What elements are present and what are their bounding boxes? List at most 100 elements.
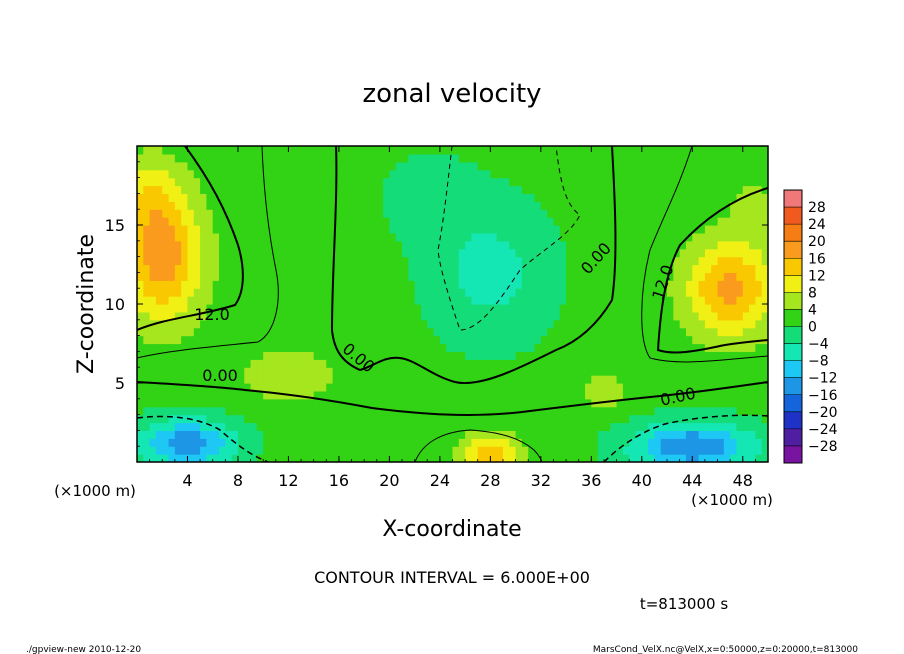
heatmap-cell: [585, 240, 592, 250]
heatmap-cell: [528, 296, 536, 305]
heatmap-cell: [692, 161, 700, 171]
heatmap-cell: [219, 153, 226, 163]
heatmap-cell: [515, 335, 523, 345]
heatmap-cell: [174, 454, 182, 462]
heatmap-cell: [667, 319, 674, 329]
heatmap-cell: [648, 256, 656, 266]
x-tick-label: 4: [182, 471, 192, 490]
heatmap-cell: [578, 367, 586, 376]
heatmap-cell: [269, 351, 277, 360]
heatmap-cell: [263, 343, 271, 352]
heatmap-cell: [263, 430, 271, 439]
heatmap-cell: [547, 383, 555, 392]
heatmap-cell: [660, 311, 668, 321]
heatmap-cell: [515, 438, 523, 447]
heatmap-cell: [149, 264, 157, 273]
heatmap-cell: [269, 264, 277, 273]
heatmap-cell: [667, 351, 674, 360]
heatmap-cell: [490, 193, 498, 202]
heatmap-cell: [231, 414, 239, 424]
heatmap-cell: [301, 225, 308, 234]
heatmap-cell: [673, 185, 681, 194]
heatmap-cell: [755, 177, 763, 187]
heatmap-cell: [420, 177, 428, 187]
heatmap-cell: [187, 272, 195, 281]
heatmap-cell: [181, 335, 189, 345]
heatmap-cell: [547, 185, 555, 194]
heatmap-cell: [187, 201, 195, 210]
heatmap-cell: [585, 280, 592, 289]
heatmap-cell: [641, 311, 649, 321]
heatmap-cell: [553, 375, 561, 384]
heatmap-cell: [622, 327, 630, 337]
heatmap-cell: [559, 280, 567, 289]
heatmap-cell: [648, 359, 656, 368]
heatmap-cell: [338, 406, 346, 416]
heatmap-cell: [168, 398, 176, 408]
heatmap-cell: [635, 311, 643, 321]
heatmap-cell: [294, 201, 302, 210]
heatmap-cell: [534, 169, 542, 179]
heatmap-cell: [591, 264, 599, 273]
heatmap-cell: [263, 446, 271, 455]
heatmap-cell: [465, 264, 473, 273]
heatmap-cell: [395, 161, 403, 171]
heatmap-cell: [610, 319, 618, 329]
heatmap-cell: [515, 319, 523, 329]
heatmap-cell: [162, 454, 170, 462]
heatmap-cell: [389, 359, 397, 368]
heatmap-cell: [723, 414, 731, 424]
heatmap-cell: [294, 311, 302, 321]
heatmap-cell: [528, 430, 536, 439]
heatmap-cell: [458, 240, 466, 250]
heatmap-cell: [641, 161, 649, 171]
heatmap-cell: [521, 319, 529, 329]
heatmap-cell: [547, 304, 555, 313]
heatmap-cell: [452, 406, 460, 416]
heatmap-cell: [547, 288, 555, 297]
heatmap-cell: [723, 169, 731, 179]
heatmap-cell: [376, 232, 384, 242]
heatmap-cell: [414, 390, 422, 400]
heatmap-cell: [685, 248, 693, 258]
footer-left: ./gpview-new 2010-12-20: [26, 645, 141, 654]
heatmap-cell: [231, 390, 239, 400]
heatmap-cell: [149, 217, 157, 226]
heatmap-cell: [149, 177, 157, 187]
heatmap-cell: [528, 414, 536, 424]
heatmap-cell: [219, 398, 226, 408]
heatmap-cell: [458, 153, 466, 163]
heatmap-cell: [749, 335, 756, 345]
heatmap-cell: [244, 390, 252, 400]
heatmap-cell: [395, 264, 403, 273]
heatmap-cell: [408, 375, 416, 384]
heatmap-cell: [553, 153, 561, 163]
heatmap-cell: [307, 288, 315, 297]
heatmap-cell: [250, 232, 258, 242]
heatmap-cell: [578, 169, 586, 179]
heatmap-cell: [679, 406, 687, 416]
heatmap-cell: [471, 272, 479, 281]
heatmap-cell: [256, 311, 264, 321]
heatmap-cell: [534, 398, 542, 408]
heatmap-cell: [137, 398, 144, 408]
heatmap-cell: [679, 430, 687, 439]
heatmap-cell: [307, 153, 315, 163]
heatmap-cell: [484, 209, 491, 218]
heatmap-cell: [338, 319, 346, 329]
heatmap-cell: [275, 256, 283, 266]
heatmap-cell: [282, 375, 290, 384]
heatmap-cell: [351, 248, 359, 258]
heatmap-cell: [685, 161, 693, 171]
heatmap-cell: [206, 422, 214, 431]
heatmap-cell: [395, 304, 403, 313]
heatmap-cell: [566, 430, 573, 439]
heatmap-cell: [187, 406, 195, 416]
heatmap-cell: [667, 446, 674, 455]
heatmap-cell: [572, 264, 580, 273]
heatmap-cell: [376, 311, 384, 321]
heatmap-cell: [559, 217, 567, 226]
heatmap-cell: [168, 232, 176, 242]
heatmap-cell: [679, 296, 687, 305]
heatmap-cell: [162, 335, 170, 345]
